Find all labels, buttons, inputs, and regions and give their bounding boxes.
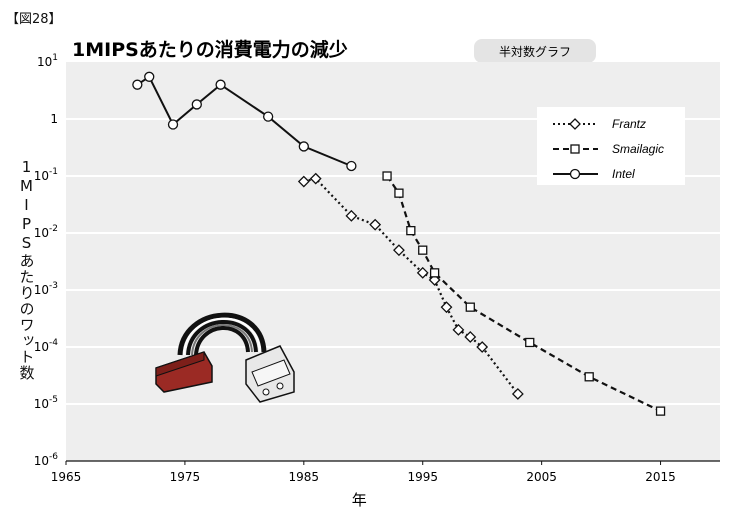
series-frantz (297, 172, 524, 400)
x-axis-label: 年 (352, 491, 367, 509)
y-tick-label: 10-6 (34, 452, 59, 468)
chart-title: 1MIPSあたりの消費電力の減少 (72, 38, 348, 61)
y-tick-label: 10-4 (34, 338, 59, 354)
data-point (167, 119, 179, 130)
data-point (297, 175, 310, 188)
series-line (303, 177, 519, 395)
series-intel (132, 71, 357, 172)
x-tick-label: 2005 (526, 470, 557, 484)
y-tick-label: 101 (37, 53, 58, 69)
data-point (429, 268, 440, 278)
data-point (406, 225, 416, 236)
data-point (511, 388, 524, 400)
data-point (262, 111, 274, 122)
data-point (584, 372, 594, 382)
series-smailagic (382, 171, 666, 416)
data-point (452, 323, 465, 336)
scale-tag-background (474, 39, 596, 63)
x-tick-label: 1995 (407, 470, 438, 484)
y-tick-label: 10-2 (34, 224, 58, 240)
y-tick-label: 1 (50, 112, 58, 126)
figure-label: 【図28】 (6, 12, 62, 27)
y-tick-label: 10-5 (34, 395, 58, 411)
legend-label: Frantz (612, 117, 646, 131)
x-tick-label: 2015 (645, 470, 676, 484)
data-point (309, 172, 322, 185)
data-point (465, 302, 475, 312)
legend-marker (570, 144, 580, 154)
power-connector-illustration (155, 312, 295, 403)
x-tick-label: 1985 (289, 470, 320, 484)
x-tick-label: 1965 (51, 470, 82, 484)
scale-tag: 半対数グラフ (499, 44, 571, 59)
legend-item-frantz: Frantz (553, 117, 646, 131)
y-tick-label: 10-1 (34, 167, 58, 183)
data-point (298, 141, 309, 152)
legend-label: Intel (612, 167, 635, 181)
legend-item-smailagic: Smailagic (553, 142, 664, 156)
data-point (393, 244, 405, 257)
legend-marker (569, 168, 581, 180)
data-point (440, 301, 453, 314)
series-line (386, 175, 661, 413)
data-point (394, 188, 404, 198)
series-line (136, 75, 352, 167)
data-point (382, 171, 392, 181)
legend-label: Smailagic (612, 142, 664, 156)
data-point (345, 209, 358, 222)
data-point (215, 79, 226, 90)
data-point (418, 245, 428, 255)
legend-box (537, 107, 685, 185)
legend-marker (569, 118, 581, 130)
data-point (191, 99, 202, 110)
data-point (144, 71, 155, 82)
y-axis-label-text: 1MIPSあたりのワット数 (17, 158, 36, 381)
data-point (464, 331, 477, 343)
legend-item-intel: Intel (553, 167, 635, 181)
data-point (476, 341, 489, 353)
x-tick-label: 1975 (170, 470, 201, 484)
y-axis-label: 1MIPSあたりのワット数 (16, 158, 38, 385)
data-point (416, 266, 429, 279)
data-point (369, 218, 382, 231)
data-point (132, 79, 143, 90)
data-point (655, 406, 666, 416)
y-tick-label: 10-3 (34, 281, 58, 297)
data-point (525, 337, 535, 348)
data-point (346, 160, 357, 172)
